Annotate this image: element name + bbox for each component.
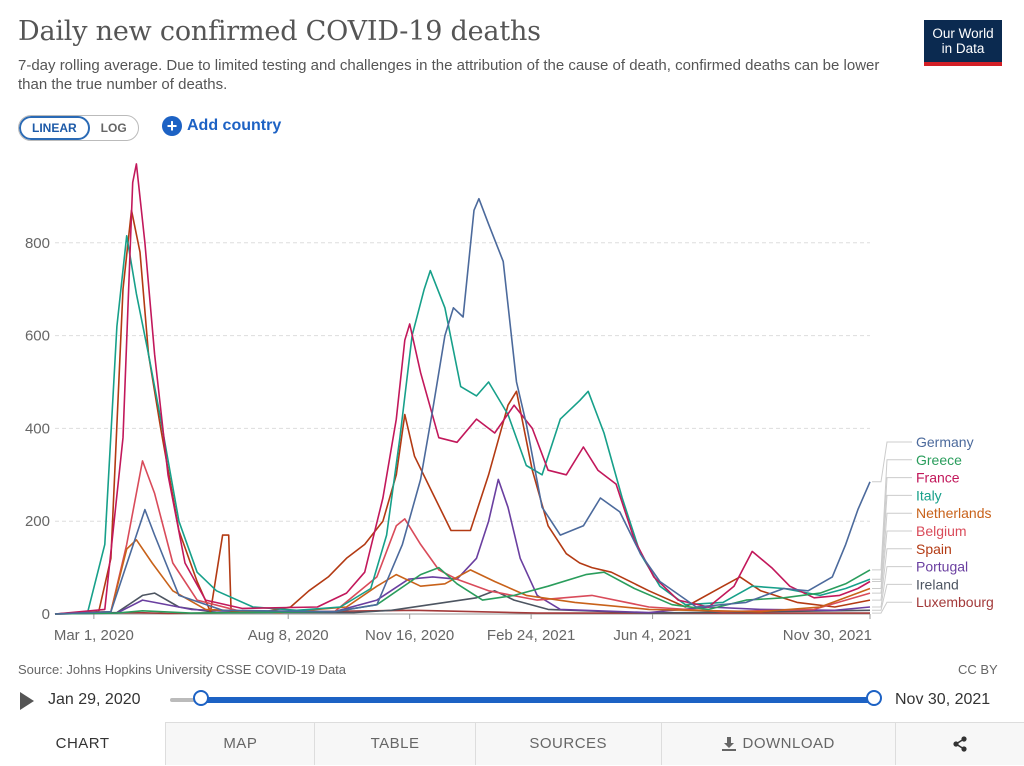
legend-connector [872, 583, 912, 611]
series-line-spain [54, 209, 871, 615]
plus-circle-icon: + [162, 116, 182, 136]
legend-connector [872, 548, 912, 601]
logo-line-1: Our World [932, 26, 994, 41]
line-chart: 0 200 400 600 800 Mar 1, 2020 Aug 8, 2020 Nov 1… [25, 163, 994, 644]
tab-sources[interactable]: SOURCES [474, 723, 661, 765]
series-line-germany [54, 197, 871, 615]
series-line-france [54, 163, 871, 615]
y-tick-label: 600 [25, 328, 50, 345]
chart-title: Daily new confirmed COVID-19 deaths [18, 16, 541, 47]
legend-connector [872, 459, 912, 571]
legend-connector [872, 566, 912, 608]
series-line-greece [54, 566, 871, 615]
y-tick-label: 800 [25, 235, 50, 252]
owid-logo[interactable]: Our World in Data [924, 20, 1002, 66]
legend-connector [872, 441, 912, 483]
tab-download-label: DOWNLOAD [742, 735, 835, 752]
y-tick-label: 400 [25, 420, 50, 437]
timeline-end-label: Nov 30, 2021 [895, 691, 991, 708]
x-tick-label: Aug 8, 2020 [248, 627, 329, 644]
series-line-belgium [54, 460, 871, 615]
logo-line-2: in Data [941, 41, 985, 56]
legend-connector [872, 512, 912, 589]
timeline: Jan 29, 2020 Nov 30, 2021 [0, 686, 1024, 716]
legend-label-luxembourg: Luxembourg [916, 594, 994, 610]
log-scale-button[interactable]: LOG [100, 121, 127, 135]
tab-bar: CHART MAP TABLE SOURCES DOWNLOAD [0, 722, 1024, 766]
tab-download[interactable]: DOWNLOAD [660, 723, 895, 765]
play-icon[interactable] [20, 692, 34, 710]
timeline-end-handle[interactable] [866, 690, 882, 706]
source-note: Source: Johns Hopkins University CSSE CO… [18, 662, 347, 677]
share-icon [953, 736, 967, 752]
legend-connector [872, 601, 912, 614]
tab-map[interactable]: MAP [165, 723, 315, 765]
legend-label-greece: Greece [916, 452, 962, 468]
x-tick-label: Jun 4, 2021 [613, 627, 691, 644]
y-tick-label: 0 [42, 606, 50, 623]
legend-label-italy: Italy [916, 487, 942, 503]
legend-label-ireland: Ireland [916, 576, 959, 592]
series-line-netherlands [54, 539, 871, 615]
download-icon [721, 737, 736, 751]
timeline-track-selected[interactable] [201, 697, 874, 703]
tab-share[interactable] [894, 723, 1024, 765]
add-country-button[interactable]: + Add country [162, 116, 281, 136]
tab-chart[interactable]: CHART [0, 722, 166, 766]
x-tick-label: Nov 16, 2020 [365, 627, 454, 644]
linear-scale-button[interactable]: LINEAR [19, 116, 90, 140]
add-country-label: Add country [187, 117, 282, 134]
series-line-portugal [54, 478, 871, 615]
legend-label-france: France [916, 470, 960, 486]
logo-accent-bar [924, 62, 1002, 66]
legend-label-belgium: Belgium [916, 523, 967, 539]
legend-connector [872, 494, 912, 580]
license-link[interactable]: CC BY [958, 662, 998, 677]
legend-connector [872, 477, 912, 582]
timeline-start-handle[interactable] [193, 690, 209, 706]
legend-label-spain: Spain [916, 541, 952, 557]
legend-label-portugal: Portugal [916, 559, 968, 575]
x-tick-label: Mar 1, 2020 [54, 627, 134, 644]
series-line-luxembourg [54, 609, 870, 615]
legend-label-netherlands: Netherlands [916, 505, 992, 521]
tab-table[interactable]: TABLE [314, 723, 475, 765]
legend-connector [872, 530, 912, 594]
chart-subtitle: 7-day rolling average. Due to limited te… [18, 57, 880, 93]
x-tick-label: Nov 30, 2021 [783, 627, 872, 644]
timeline-start-label: Jan 29, 2020 [48, 691, 141, 708]
scale-toggle[interactable]: LINEAR LOG [18, 115, 139, 141]
timeline-track-inactive [170, 698, 202, 702]
x-tick-label: Feb 24, 2021 [487, 627, 575, 644]
y-tick-label: 200 [25, 513, 50, 530]
series-line-italy [54, 235, 871, 615]
legend-label-germany: Germany [916, 434, 974, 450]
